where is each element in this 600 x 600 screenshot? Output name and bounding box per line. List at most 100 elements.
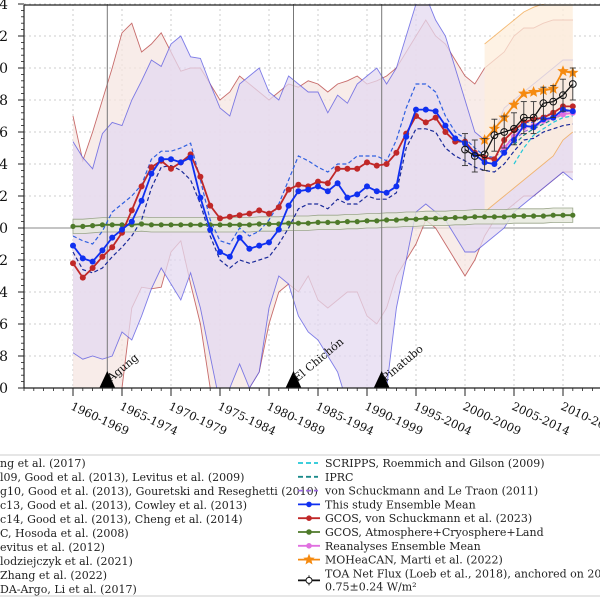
data-point xyxy=(354,191,361,198)
legend: ng et al. (2017)l09, Good et al. (2013),… xyxy=(0,454,600,597)
band-fill xyxy=(484,4,573,212)
data-point xyxy=(335,219,341,225)
data-point xyxy=(236,234,243,241)
data-point xyxy=(217,222,223,228)
legend-entry-label: evitus et al. (2012) xyxy=(0,541,105,554)
data-point xyxy=(99,222,105,228)
data-point xyxy=(168,165,174,172)
data-point xyxy=(393,217,399,223)
legend-entry-label: TOA Net Flux (Loeb et al., 2018), anchor… xyxy=(325,567,600,580)
data-point xyxy=(462,215,468,221)
legend-dot-icon xyxy=(306,515,312,521)
data-point xyxy=(286,220,292,226)
band-upper-line xyxy=(484,4,545,45)
data-point xyxy=(246,245,253,252)
legend-entry-label: SCRIPPS, Roemmich and Gilson (2009) xyxy=(325,457,544,470)
legend-toa-value: 0.75±0.24 W/m² xyxy=(325,580,417,593)
data-point xyxy=(442,215,448,221)
data-point xyxy=(491,156,498,163)
data-point xyxy=(521,213,527,219)
series-line xyxy=(483,70,573,141)
data-point xyxy=(354,165,361,172)
legend-entry-label: ng et al. (2017) xyxy=(0,457,86,470)
legend-entry-label: DA-Argo, Li et al. (2017) xyxy=(0,583,137,596)
data-point xyxy=(550,212,556,218)
event-triangle-icon xyxy=(99,371,116,388)
data-point xyxy=(70,223,76,229)
y-tick-label: 1.0 xyxy=(0,61,8,77)
data-point xyxy=(266,239,272,246)
data-point xyxy=(158,156,165,163)
series-iprc xyxy=(513,112,573,146)
data-point xyxy=(315,183,321,190)
data-point xyxy=(470,152,479,160)
data-point xyxy=(79,255,86,262)
data-point xyxy=(168,222,174,228)
data-point xyxy=(354,219,360,225)
data-point xyxy=(491,214,497,220)
data-point xyxy=(236,212,243,219)
data-point xyxy=(374,218,380,224)
data-point xyxy=(569,108,576,115)
legend-entry-label: GCOS, von Schuckmann et al. (2023) xyxy=(325,512,532,525)
legend-entry-label: C, Hosoda et al. (2008) xyxy=(0,527,129,540)
data-point xyxy=(285,202,292,209)
dashed-series-line xyxy=(513,115,573,165)
y-tick-label: -0.6 xyxy=(0,317,8,333)
legend-entry-label: lodziejczyk et al. (2021) xyxy=(0,555,133,568)
data-point xyxy=(501,149,508,156)
data-point xyxy=(403,133,410,140)
legend-entry-label: von Schuckmann and Le Traon (2011) xyxy=(324,485,538,498)
legend-entry: MOHeaCAN, Marti et al. (2022) xyxy=(298,553,503,567)
data-point xyxy=(334,180,341,187)
data-point xyxy=(187,154,194,161)
legend-entry-label: IPRC xyxy=(325,471,353,484)
data-point xyxy=(559,91,567,100)
data-point xyxy=(246,210,253,217)
star-point xyxy=(518,87,530,99)
data-point xyxy=(119,226,125,233)
band-lower-line xyxy=(484,131,574,213)
data-point xyxy=(344,194,351,201)
data-point xyxy=(364,183,370,190)
data-point xyxy=(90,223,96,229)
series-lines xyxy=(70,65,579,281)
y-tick-label: -1.0 xyxy=(0,381,8,397)
data-point xyxy=(452,215,458,221)
y-tick-label: 0.0 xyxy=(0,221,8,237)
data-point xyxy=(324,188,331,195)
data-point xyxy=(138,183,145,190)
data-point xyxy=(315,178,321,185)
data-point xyxy=(128,207,135,214)
data-point xyxy=(511,213,517,219)
data-point xyxy=(403,216,409,222)
data-point xyxy=(295,188,302,195)
data-point xyxy=(490,131,499,140)
y-tick-label: -0.8 xyxy=(0,349,8,365)
data-point xyxy=(70,260,76,267)
star-point xyxy=(527,86,540,97)
y-tick-label: 0.6 xyxy=(0,125,8,141)
data-point xyxy=(480,150,489,159)
data-point xyxy=(442,122,449,129)
data-point xyxy=(188,222,194,228)
legend-entry-label: c14, Good et al. (2013), Cheng et al. (2… xyxy=(0,513,243,526)
data-point xyxy=(519,113,528,122)
legend-entry: This study Ensemble Mean xyxy=(298,498,476,511)
data-point xyxy=(549,97,558,106)
data-point xyxy=(393,183,400,190)
data-point xyxy=(529,113,538,122)
legend-entry: Reanalyses Ensemble Mean xyxy=(298,540,481,553)
data-point xyxy=(148,170,155,177)
data-point xyxy=(256,242,263,249)
data-point xyxy=(99,253,106,260)
y-tick-label: 0.2 xyxy=(0,189,8,205)
data-point xyxy=(138,197,145,204)
series-scripps-roemmich-and-gilson-2009- xyxy=(513,115,573,165)
series-member-1 xyxy=(72,123,573,274)
legend-dot-icon xyxy=(306,501,312,508)
y-tick-label: 0.4 xyxy=(0,157,8,173)
data-point xyxy=(472,214,478,220)
data-point xyxy=(433,215,439,221)
